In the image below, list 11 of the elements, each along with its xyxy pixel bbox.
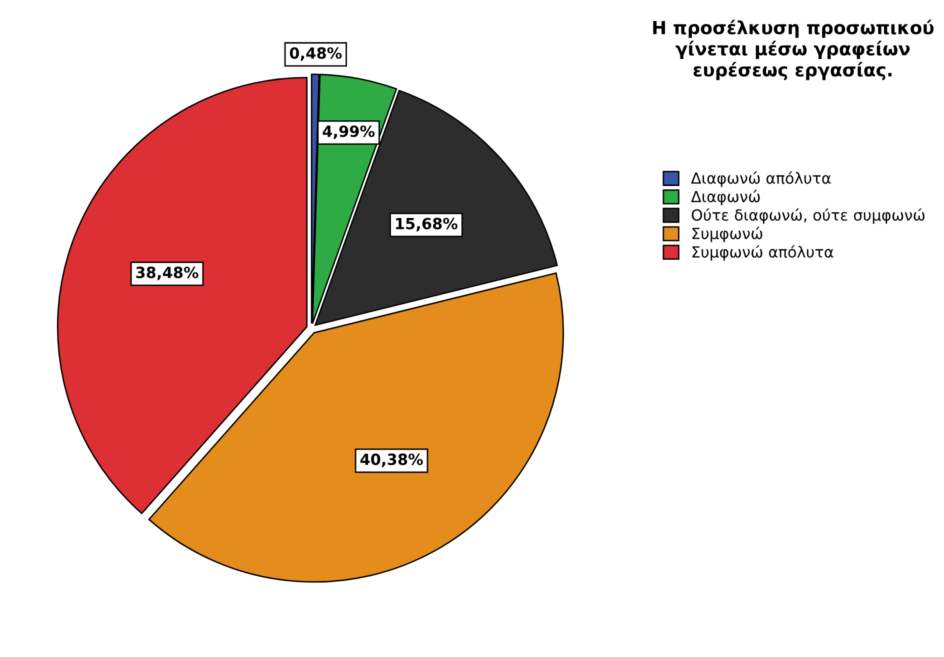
data-label: 40,38% [360, 454, 423, 468]
legend-label: Ούτε διαφωνώ, ούτε συμφωνώ [692, 208, 924, 224]
data-label: 0,48% [290, 47, 342, 61]
legend-label: Διαφωνώ απόλυτα [691, 171, 831, 187]
legend-title: Η προσέλκυση προσωπικού γίνεται μέσω γραφείων ευρέσεως εργασίας. [653, 20, 934, 80]
legend-label: Διαφωνώ [691, 190, 760, 206]
data-label: 38,48% [136, 266, 198, 280]
data-label: 15,68% [396, 218, 458, 232]
legend-label: Συμφωνώ [692, 226, 762, 242]
legend-label: Συμφωνώ απόλυτα [692, 245, 834, 261]
data-label: 4,99% [322, 125, 375, 139]
